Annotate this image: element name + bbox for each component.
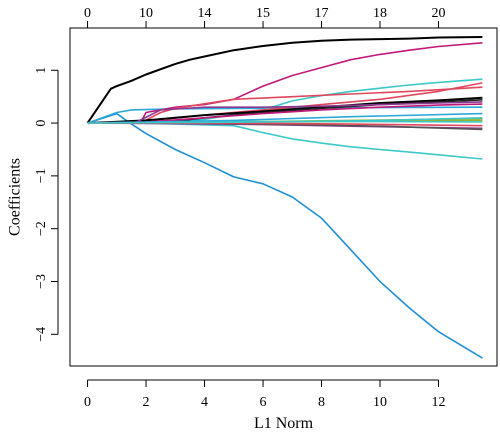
y-tick-label: −1 [34,168,49,183]
x-axis-label: L1 Norm [254,415,314,432]
series-line-12 [87,122,483,160]
top-tick-label: 17 [315,6,329,21]
y-tick-label: 1 [34,67,49,74]
series-line-1 [86,36,483,124]
y-tick-label: −4 [34,327,49,342]
series-line-10 [87,101,483,124]
x-tick-label: 6 [260,395,267,410]
x-tick-label: 12 [432,395,446,410]
series-line-2 [87,112,483,359]
x-tick-label: 4 [201,395,208,410]
y-tick-label: −3 [34,274,49,289]
series-line-20 [87,117,483,124]
y-axis-label: Coefficients [7,158,24,236]
top-tick-label: 15 [256,6,270,21]
series-line-4 [87,42,483,124]
top-tick-label: 20 [432,6,446,21]
x-tick-label: 0 [84,395,91,410]
top-axis: 0 10 14 15 17 18 20 [84,6,446,29]
x-tick-label: 2 [143,395,150,410]
top-tick-label: 0 [84,6,91,21]
top-tick-label: 10 [139,6,153,21]
top-tick-label: 14 [198,6,212,21]
y-axis: −4 −3 −2 −1 0 1 [34,67,59,342]
series-line-18 [87,112,483,124]
x-axis: 0 2 4 6 8 10 12 [84,379,446,410]
series-line-8 [87,96,483,125]
series-layer [86,36,483,359]
y-tick-label: 0 [34,120,49,127]
x-tick-label: 8 [318,395,325,410]
x-tick-label: 10 [373,395,387,410]
top-tick-label: 18 [373,6,387,21]
y-tick-label: −2 [34,221,49,236]
